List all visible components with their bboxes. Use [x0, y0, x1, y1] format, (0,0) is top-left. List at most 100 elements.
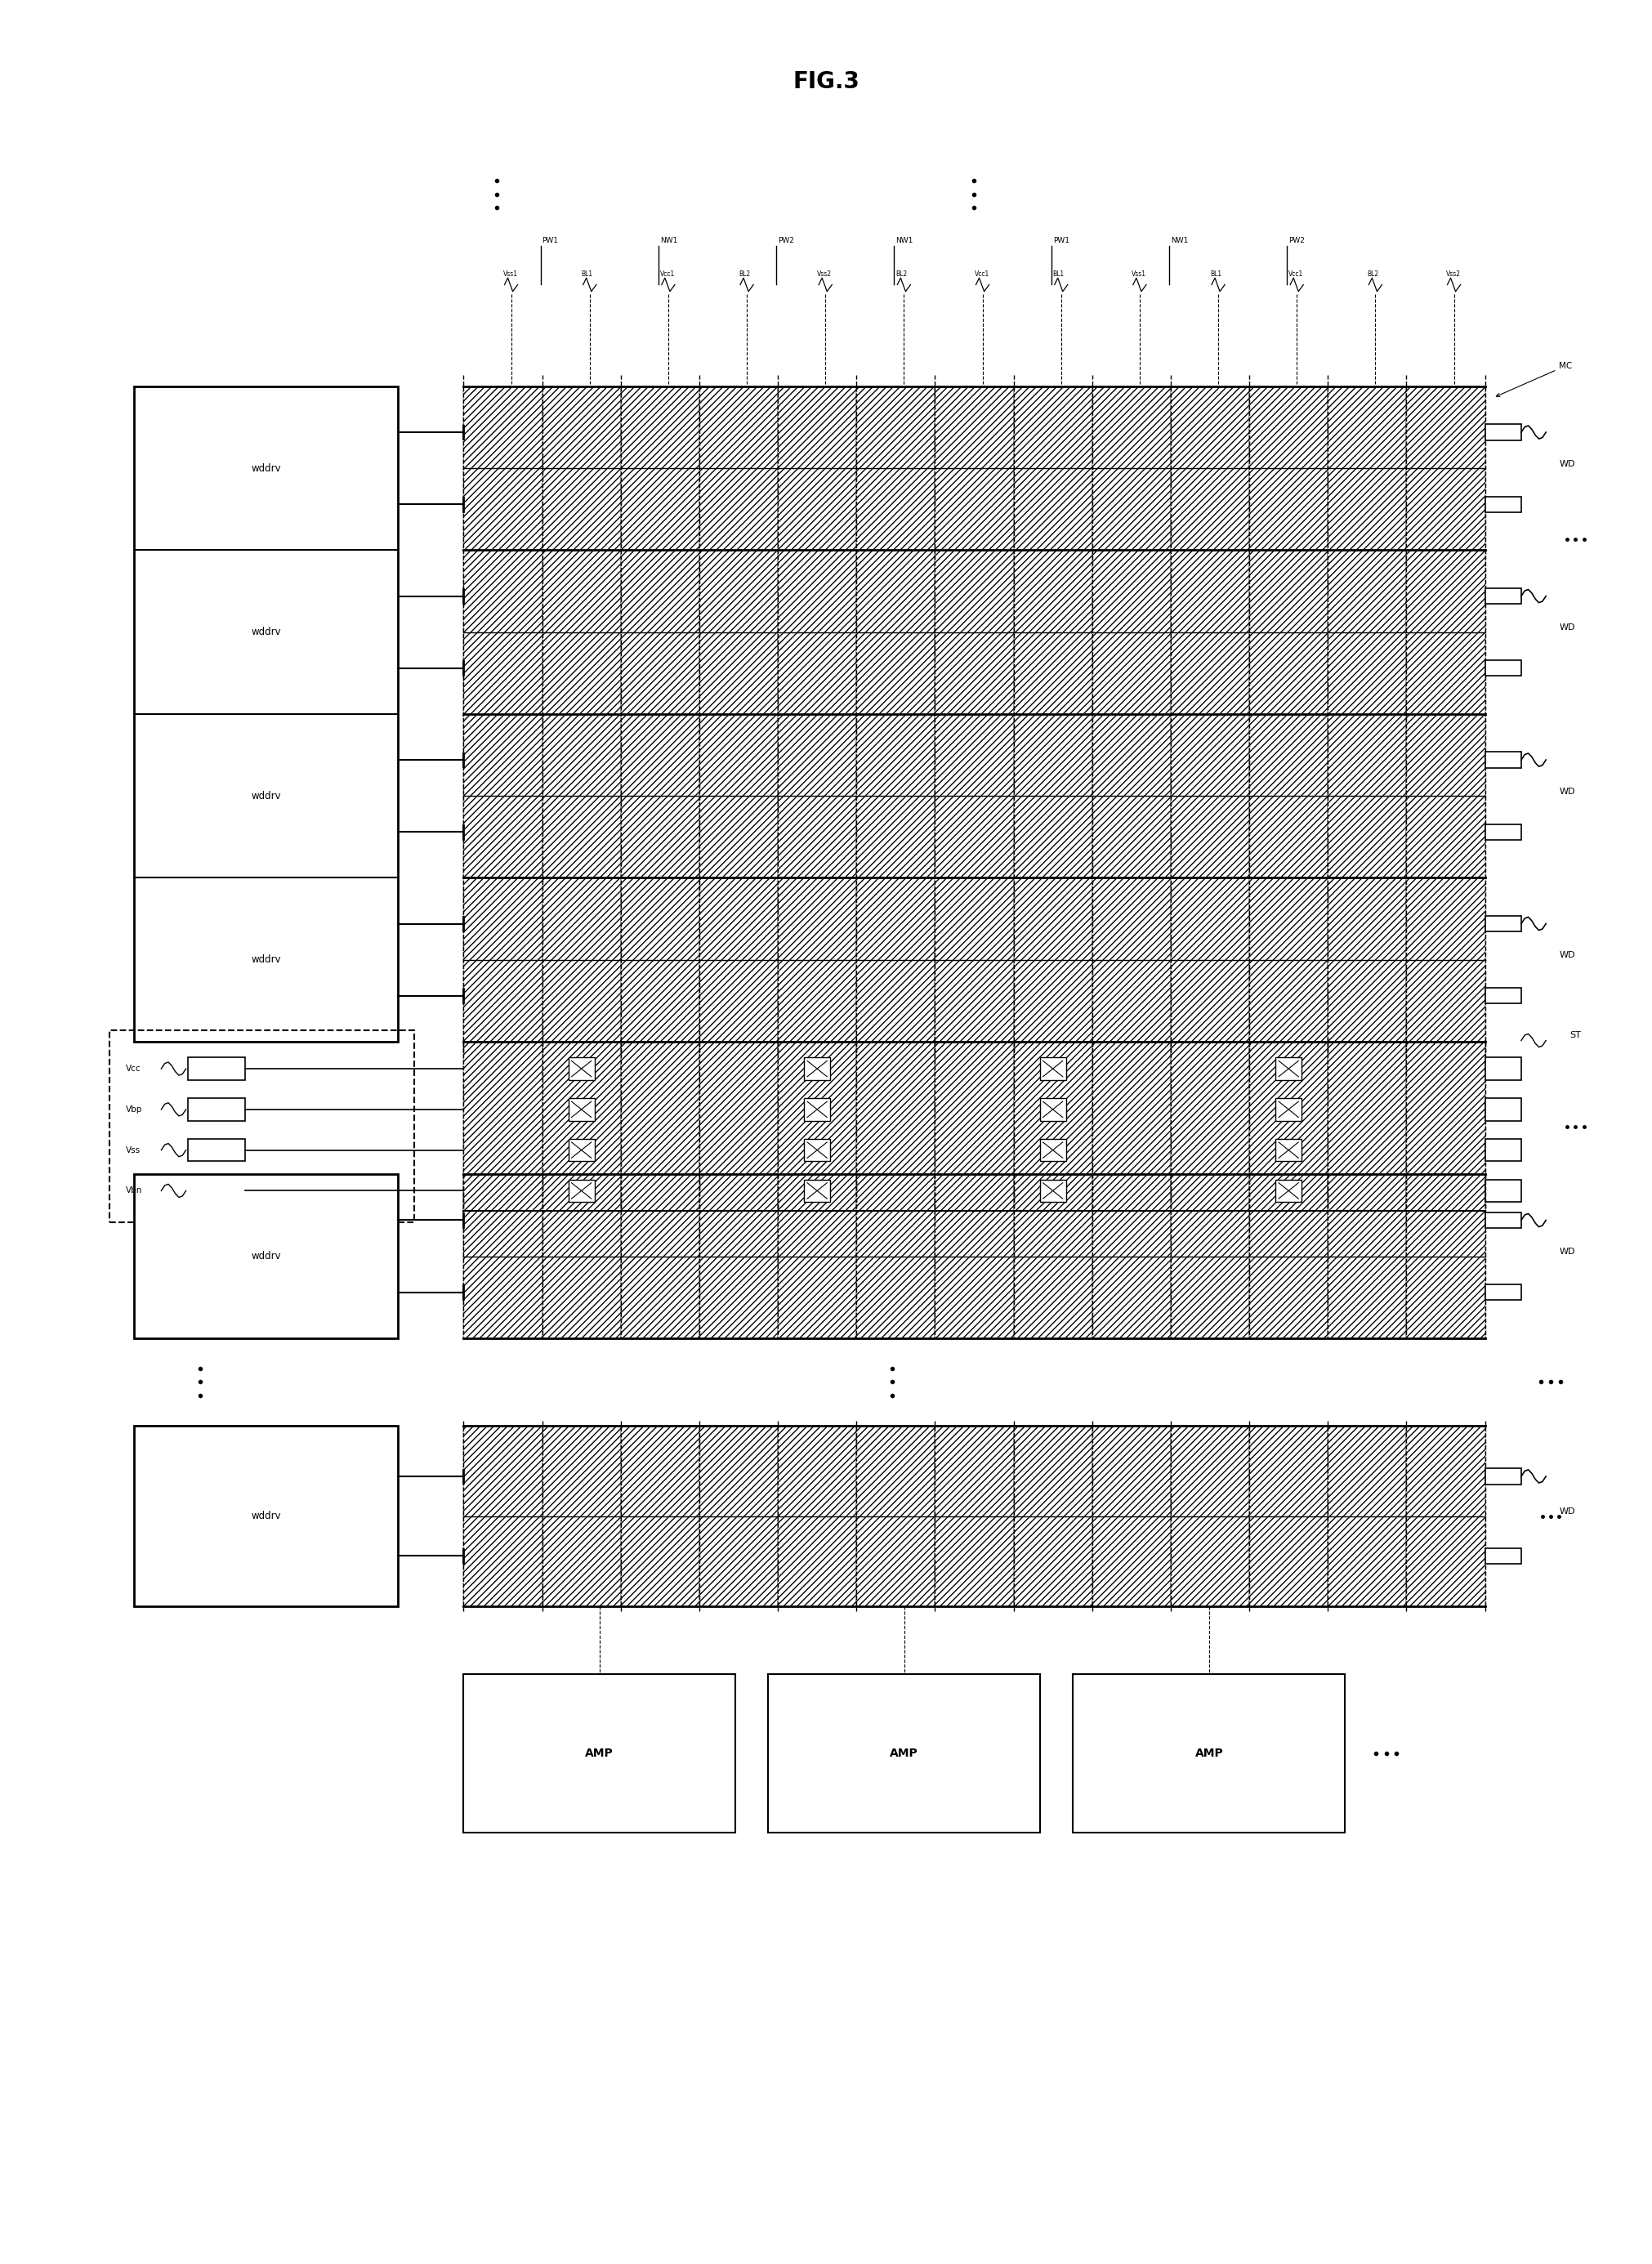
Bar: [1485, 1098, 1521, 1121]
Bar: [1014, 1426, 1092, 1607]
Text: BL2: BL2: [895, 272, 907, 278]
Bar: [1275, 1098, 1302, 1121]
Bar: [464, 387, 542, 1041]
Bar: [1485, 1139, 1521, 1161]
Bar: [134, 1175, 398, 1338]
Text: WD: WD: [1559, 1508, 1576, 1515]
Bar: [1406, 1175, 1485, 1338]
Bar: [1171, 1426, 1249, 1607]
Bar: [1485, 752, 1521, 767]
Bar: [1039, 1098, 1066, 1121]
Bar: [805, 1057, 831, 1080]
Bar: [188, 1180, 244, 1202]
Bar: [1406, 1426, 1485, 1607]
Bar: [621, 1041, 699, 1211]
Bar: [805, 1139, 831, 1161]
Text: wddrv: wddrv: [251, 790, 281, 801]
Bar: [805, 1098, 831, 1121]
Text: AMP: AMP: [890, 1748, 919, 1759]
Bar: [1485, 496, 1521, 512]
Bar: [1328, 1175, 1406, 1338]
Text: Vcc1: Vcc1: [975, 272, 990, 278]
Bar: [568, 1180, 595, 1202]
Text: wddrv: wddrv: [251, 627, 281, 638]
Bar: [1092, 1175, 1171, 1338]
Bar: [778, 1041, 856, 1211]
Bar: [856, 1426, 935, 1607]
Bar: [778, 387, 856, 1041]
Text: wddrv: wddrv: [251, 1510, 281, 1521]
Text: WD: WD: [1559, 460, 1576, 469]
Bar: [1249, 1041, 1328, 1211]
Bar: [1275, 1139, 1302, 1161]
Bar: [856, 1175, 935, 1338]
Text: WD: WD: [1559, 951, 1576, 960]
Bar: [1039, 1180, 1066, 1202]
Bar: [621, 387, 699, 1041]
Bar: [464, 1675, 735, 1832]
Bar: [1092, 1041, 1171, 1211]
Text: WD: WD: [1559, 623, 1576, 632]
Bar: [188, 1098, 244, 1121]
Bar: [464, 1041, 542, 1211]
Text: PW1: PW1: [1052, 238, 1069, 245]
Bar: [542, 1041, 621, 1211]
Bar: [1485, 661, 1521, 677]
Text: Vss1: Vss1: [502, 272, 517, 278]
Text: Vcc1: Vcc1: [1289, 272, 1303, 278]
Text: PW2: PW2: [778, 238, 795, 245]
Bar: [1039, 1057, 1066, 1080]
Bar: [1039, 1139, 1066, 1161]
Bar: [134, 387, 398, 1041]
Bar: [1328, 387, 1406, 1041]
Bar: [1014, 1175, 1092, 1338]
Text: AMP: AMP: [585, 1748, 613, 1759]
Bar: [1275, 1057, 1302, 1080]
Bar: [542, 1175, 621, 1338]
Bar: [109, 1030, 415, 1223]
Text: Vss1: Vss1: [1132, 272, 1146, 278]
Bar: [1485, 1180, 1521, 1202]
Bar: [464, 1175, 542, 1338]
Text: wddrv: wddrv: [251, 1252, 281, 1261]
Bar: [1171, 1175, 1249, 1338]
Text: FIG.3: FIG.3: [793, 70, 859, 93]
Text: PW1: PW1: [542, 238, 558, 245]
Bar: [935, 1175, 1014, 1338]
Bar: [1485, 1284, 1521, 1300]
Bar: [935, 387, 1014, 1041]
Text: Vbn: Vbn: [126, 1186, 142, 1195]
Bar: [1485, 1549, 1521, 1564]
Text: Vbp: Vbp: [126, 1105, 142, 1114]
Bar: [699, 1041, 778, 1211]
Bar: [568, 1139, 595, 1161]
Bar: [1406, 1041, 1485, 1211]
Bar: [856, 387, 935, 1041]
Bar: [1485, 1057, 1521, 1080]
Text: NW1: NW1: [1171, 238, 1188, 245]
Bar: [1485, 1469, 1521, 1485]
Bar: [699, 1426, 778, 1607]
Bar: [1485, 987, 1521, 1003]
Bar: [1485, 915, 1521, 931]
Bar: [188, 1057, 244, 1080]
Text: WD: WD: [1559, 1247, 1576, 1257]
Bar: [621, 1175, 699, 1338]
Bar: [699, 1175, 778, 1338]
Bar: [1328, 1041, 1406, 1211]
Text: Vss2: Vss2: [1446, 272, 1460, 278]
Bar: [568, 1098, 595, 1121]
Text: Vcc: Vcc: [126, 1064, 140, 1073]
Bar: [699, 387, 778, 1041]
Bar: [1014, 1041, 1092, 1211]
Bar: [542, 1426, 621, 1607]
Bar: [542, 387, 621, 1041]
Bar: [778, 1175, 856, 1338]
Bar: [935, 1426, 1014, 1607]
Bar: [1171, 387, 1249, 1041]
Bar: [768, 1675, 1041, 1832]
Bar: [1328, 1426, 1406, 1607]
Bar: [1249, 1175, 1328, 1338]
Bar: [1275, 1180, 1302, 1202]
Text: Vss2: Vss2: [818, 272, 833, 278]
